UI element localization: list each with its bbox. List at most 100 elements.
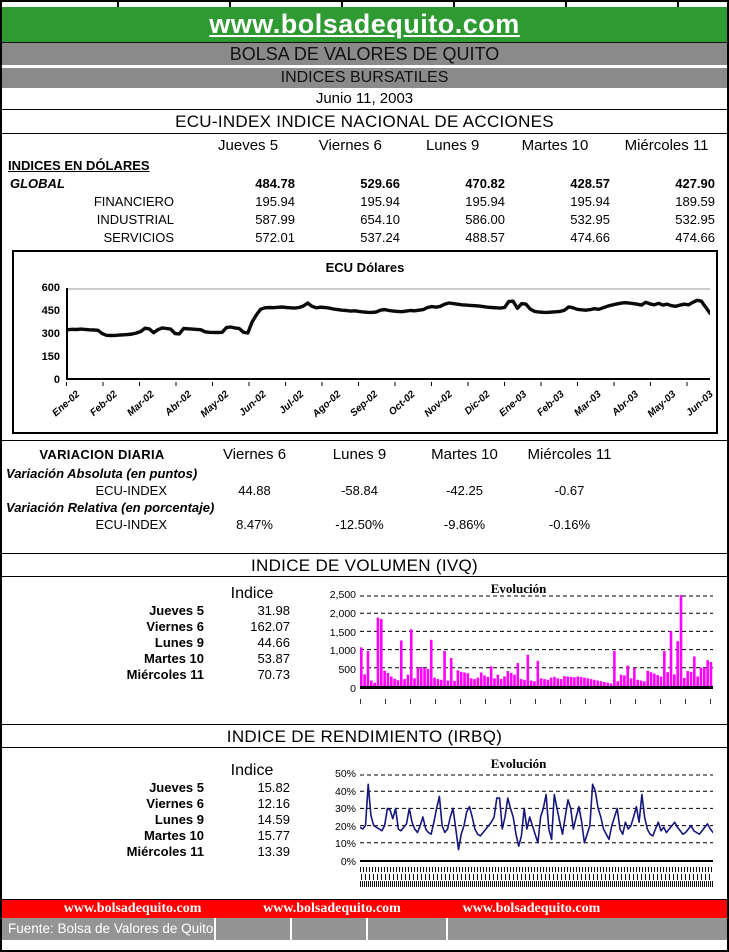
footer-link[interactable]: www.bolsadequito.com [63, 901, 202, 916]
x-tick-label: Jun-02 [237, 389, 269, 419]
row-label: FINANCIERO [93, 194, 174, 209]
row-label: GLOBAL [10, 176, 65, 191]
cell: 195.94 [255, 194, 295, 209]
site-banner-link[interactable]: www.bolsadequito.com [209, 9, 520, 39]
x-tick-label: May-03 [645, 389, 679, 420]
x-tick-label: Mar-02 [125, 389, 158, 419]
col-header: Lunes 9 [332, 446, 387, 463]
chart-svg [360, 774, 713, 851]
cell: 53.87 [257, 651, 290, 666]
table-row-servicios: SERVICIOS 572.01 537.24 488.57 474.66 47… [2, 229, 727, 247]
cell: 15.82 [257, 780, 290, 795]
row-label: Lunes 9 [154, 812, 204, 827]
cell: -42.25 [446, 483, 483, 498]
y-tick-label: 1,000 [329, 645, 356, 658]
irbq-x-axis-noise [360, 866, 713, 888]
relative-variation-label: Variación Relativa (en porcentaje) [6, 500, 215, 515]
ecu-chart-title: ECU Dólares [325, 260, 405, 275]
y-tick-label: 40% [334, 785, 356, 798]
row-label: Miércoles 11 [126, 844, 204, 859]
y-tick-label: 0 [350, 683, 356, 695]
divider-gap [2, 896, 727, 899]
ecu-x-ticks [66, 382, 710, 386]
cell: 532.95 [675, 212, 715, 227]
row-label: ECU-INDEX [95, 517, 167, 532]
relative-variation-row: ECU-INDEX 8.47% -12.50% -9.86% -0.16% [2, 516, 727, 533]
col-header: Jueves 5 [218, 137, 279, 154]
cell: 15.77 [257, 828, 290, 843]
y-tick-label: 50% [334, 768, 356, 780]
table-row-financiero: FINANCIERO 195.94 195.94 195.94 195.94 1… [2, 193, 727, 211]
y-tick-label: 0% [340, 856, 356, 868]
cell: 8.47% [236, 517, 273, 532]
x-tick-label: Oct-02 [387, 389, 418, 419]
y-tick-label: 20% [334, 820, 356, 833]
y-tick-label: 1,500 [329, 626, 356, 639]
cell: 14.59 [257, 812, 290, 827]
ivq-chart: Evolución 2,500 2,000 1,500 1,000 500 0 [324, 577, 713, 704]
ivq-chart-title: Evolución [490, 581, 547, 596]
site-banner: www.bolsadequito.com [2, 7, 727, 43]
cell: 572.01 [255, 230, 295, 245]
absolute-variation-row: ECU-INDEX 44.88 -58.84 -42.25 -0.67 [2, 482, 727, 499]
irbq-title: INDICE DE RENDIMIENTO (IRBQ) [2, 724, 727, 748]
x-tick-label: Feb-03 [535, 389, 567, 419]
row-label: Martes 10 [144, 651, 204, 666]
x-tick-label: Jun-03 [683, 389, 716, 419]
irbq-table: Indice Jueves 5 15.82 Viernes 6 12.16 Lune… [2, 762, 312, 860]
excel-grid-strip [2, 2, 727, 7]
cell: 654.10 [360, 212, 400, 227]
cell: 195.94 [570, 194, 610, 209]
x-tick-label: Feb-02 [88, 389, 120, 419]
ivq-title: INDICE DE VOLUMEN (IVQ) [2, 553, 727, 577]
cell: 470.82 [465, 176, 505, 191]
cell: 162.07 [250, 619, 290, 634]
footer-link[interactable]: www.bolsadequito.com [462, 901, 601, 916]
source-bar: Fuente: Bolsa de Valores de Quito [2, 918, 727, 940]
cell: -0.67 [554, 483, 585, 498]
footer-link[interactable]: www.bolsadequito.com [263, 901, 401, 916]
cell: 70.73 [257, 667, 290, 682]
irbq-col-header: Indice [230, 762, 274, 779]
row-label: Viernes 6 [146, 619, 204, 634]
x-tick-label: Dic-02 [462, 389, 492, 418]
y-tick-label: 2,500 [329, 589, 356, 601]
ivq-y-axis: 2,500 2,000 1,500 1,000 500 0 [324, 589, 356, 695]
x-tick-label: Sep-02 [348, 389, 381, 420]
ecu-chart-box: ECU Dólares 600 450 300 150 0 Ene-02 Feb-02 Ma… [12, 250, 718, 434]
variation-section: VARIACION DIARIA Viernes 6 Lunes 9 Marte… [2, 440, 727, 553]
footer-banner: www.bolsadequito.com www.bolsadequito.co… [2, 899, 727, 918]
cell: 195.94 [465, 194, 505, 209]
y-tick-label: 600 [41, 282, 60, 294]
org-title: BOLSA DE VALORES DE QUITO [2, 43, 727, 65]
row-label: Jueves 5 [149, 603, 204, 618]
row-label: Miércoles 11 [126, 667, 204, 682]
chart-svg [360, 595, 713, 686]
col-header: Martes 10 [431, 446, 498, 463]
indices-table-header: Jueves 5 Viernes 6 Lunes 9 Martes 10 Mié… [2, 136, 727, 156]
cell: 12.16 [257, 796, 290, 811]
cell: 586.00 [465, 212, 505, 227]
y-tick-label: 10% [334, 838, 356, 851]
table-row-global: GLOBAL 484.78 529.66 470.82 428.57 427.9… [2, 175, 727, 193]
cell: 488.57 [465, 230, 505, 245]
row-label: ECU-INDEX [95, 483, 167, 498]
row-label: INDUSTRIAL [96, 212, 174, 227]
irbq-chart: Evolución 50% 40% 30% 20% 10% 0% [324, 748, 713, 888]
cell: 31.98 [257, 603, 290, 618]
indices-table: Jueves 5 Viernes 6 Lunes 9 Martes 10 Mié… [2, 134, 727, 247]
ivq-plot [360, 595, 713, 689]
cell: 189.59 [675, 194, 715, 209]
chart-svg [68, 288, 710, 338]
y-tick-label: 450 [41, 305, 60, 317]
cell: -58.84 [341, 483, 378, 498]
cell: -0.16% [548, 517, 591, 532]
y-tick-label: 500 [338, 664, 356, 677]
x-tick-label: Abr-02 [163, 389, 195, 419]
col-header: Miércoles 11 [527, 446, 612, 463]
cell: 428.57 [570, 176, 610, 191]
y-tick-label: 150 [41, 351, 60, 363]
col-header: Lunes 9 [425, 137, 480, 154]
row-label: Jueves 5 [149, 780, 204, 795]
